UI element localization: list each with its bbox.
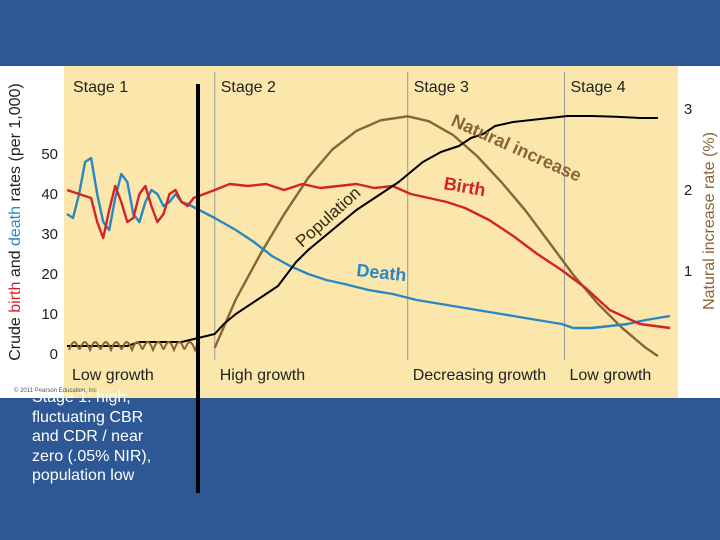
stage-name-label: Stage 2 [221, 79, 276, 96]
stage-labels: Stage 1 Stage 2 Stage 3 Stage 4 [73, 79, 626, 96]
caption: Stage 1: high, fluctuating CBR and CDR /… [32, 388, 192, 486]
copyright-text: © 2011 Pearson Education, Inc. [14, 387, 99, 394]
left-axis-label-part: death [7, 206, 24, 246]
left-axis-label: Crude birth and death rates (per 1,000) [7, 83, 24, 361]
caption-line: and CDR / near [32, 428, 144, 445]
series-line-natural-increase-stage1 [68, 340, 201, 353]
growth-label: Low growth [569, 367, 651, 384]
growth-label: Low growth [72, 367, 154, 384]
growth-labels: Low growth High growth Decreasing growth Lo… [72, 367, 651, 384]
right-axis-ticks: 1 2 3 [684, 101, 692, 280]
right-tick-label: 2 [684, 182, 692, 199]
series-line-population [67, 115, 658, 347]
caption-line: fluctuating CBR [32, 408, 144, 426]
caption-line: zero (.05% NIR), [32, 447, 152, 465]
series-line-birth [66, 182, 671, 330]
stage-name-label: Stage 1 [73, 79, 128, 96]
left-axis-label-part: birth [7, 282, 24, 313]
right-axis-label: Natural increase rate (%) [701, 132, 718, 310]
series-layer [66, 115, 671, 358]
caption-line: population low [32, 467, 135, 484]
left-tick-label: 50 [41, 146, 58, 163]
left-axis-label-part: Crude [7, 313, 24, 361]
left-tick-label: 20 [41, 266, 58, 283]
stage-marker-bar [196, 84, 200, 493]
left-axis-ticks: 0 10 20 30 40 50 [41, 146, 58, 363]
right-tick-label: 1 [684, 263, 692, 280]
series-line-death [66, 156, 671, 330]
growth-label: Decreasing growth [413, 367, 546, 384]
stage-name-label: Stage 4 [570, 79, 625, 96]
caption-line: Stage 1: high, [32, 389, 131, 406]
growth-label: High growth [220, 367, 305, 384]
left-tick-label: 30 [41, 226, 58, 243]
left-tick-label: 10 [41, 306, 58, 323]
series-line-natural-increase [213, 115, 659, 358]
stage-dividers [214, 72, 565, 360]
left-axis-label-part: rates (per 1,000) [7, 83, 24, 206]
left-tick-label: 40 [41, 186, 58, 203]
stage-name-label: Stage 3 [414, 79, 469, 96]
right-tick-label: 3 [684, 101, 692, 118]
left-axis-label-part: and [7, 246, 24, 282]
left-tick-label: 0 [50, 346, 58, 363]
